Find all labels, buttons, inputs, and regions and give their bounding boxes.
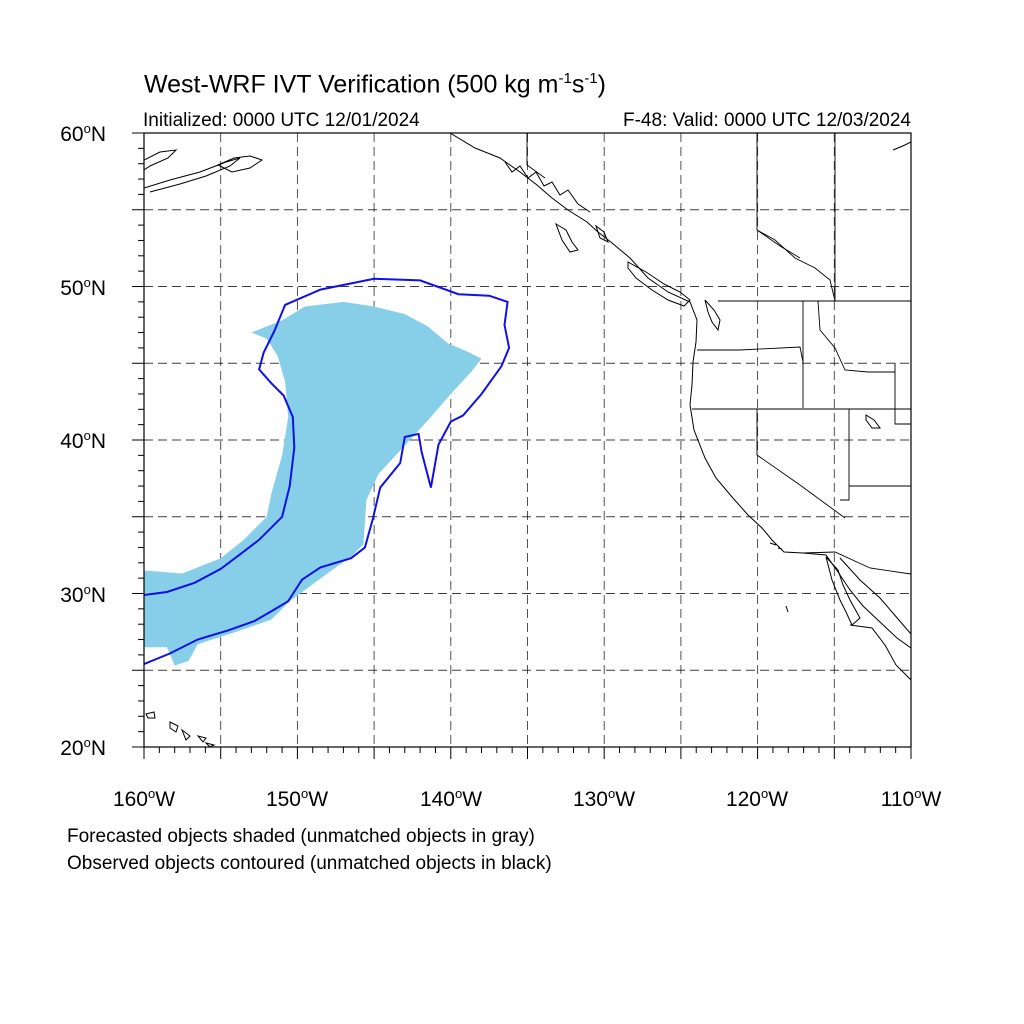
y-tick-label: 60oN [60,121,106,146]
valid-time: F-48: Valid: 0000 UTC 12/03/2024 [623,110,911,131]
x-tick-label: 160oW [112,786,176,811]
footnote-forecast: Forecasted objects shaded (unmatched obj… [67,826,535,847]
observed-ivt-contour [144,277,511,666]
initialized-time: Initialized: 0000 UTC 12/01/2024 [143,110,420,131]
footnote-observed: Observed objects contoured (unmatched ob… [67,853,552,874]
axis-ticks [132,132,912,759]
x-tick-label: 110oW [880,786,942,811]
y-tick-label: 50oN [60,275,106,300]
y-tick-label: 30oN [60,582,106,607]
lat-lon-grid [144,133,911,747]
y-tick-label: 40oN [60,428,106,453]
coastlines [144,133,911,747]
political-boundaries [526,133,911,575]
y-tick-label: 20oN [60,735,106,760]
x-tick-label: 120oW [725,786,789,811]
x-tick-label: 150oW [265,786,329,811]
forecast-ivt-object [144,301,482,666]
x-tick-label: 140oW [419,786,483,811]
map-title: West-WRF IVT Verification (500 kg m-1s-1… [144,70,606,99]
x-tick-label: 130oW [572,786,636,811]
